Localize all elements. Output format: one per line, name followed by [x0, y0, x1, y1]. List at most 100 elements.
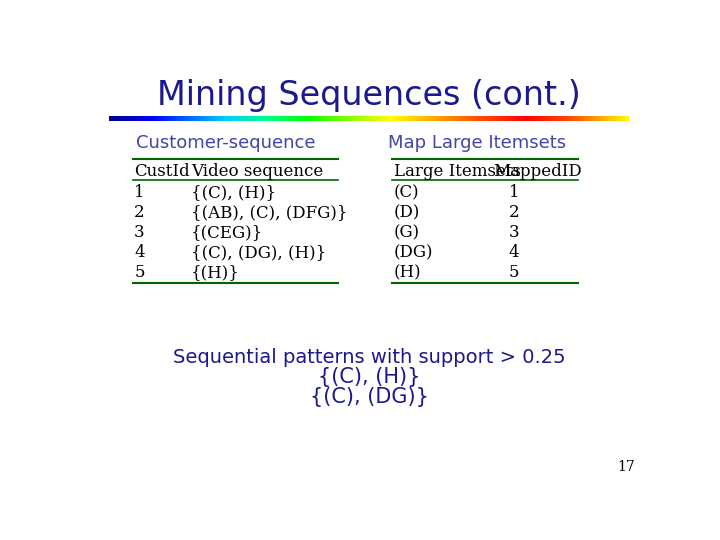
Bar	[323, 117, 325, 121]
Bar	[198, 117, 201, 121]
Bar	[460, 117, 463, 121]
Bar	[276, 117, 279, 121]
Bar	[525, 117, 528, 121]
Text: Large Itemsets: Large Itemsets	[394, 163, 521, 180]
Bar	[421, 117, 424, 121]
Bar	[379, 117, 382, 121]
Bar	[449, 117, 452, 121]
Bar	[582, 117, 585, 121]
Bar	[260, 117, 263, 121]
Bar	[166, 117, 169, 121]
Bar	[148, 117, 151, 121]
Bar	[250, 117, 253, 121]
Bar	[377, 117, 379, 121]
Bar	[252, 117, 255, 121]
Bar	[522, 117, 525, 121]
Bar	[265, 117, 268, 121]
Bar	[286, 117, 289, 121]
Bar	[624, 117, 626, 121]
Bar	[408, 117, 411, 121]
Bar	[372, 117, 374, 121]
Bar	[216, 117, 219, 121]
Bar	[114, 117, 117, 121]
Bar	[205, 117, 208, 121]
Bar	[397, 117, 400, 121]
Text: 1: 1	[508, 184, 519, 201]
Bar	[548, 117, 551, 121]
Bar	[294, 117, 297, 121]
Bar	[457, 117, 460, 121]
Bar	[517, 117, 520, 121]
Bar	[297, 117, 300, 121]
Text: 4: 4	[134, 244, 145, 261]
Bar	[580, 117, 582, 121]
Bar	[567, 117, 570, 121]
Bar	[299, 117, 302, 121]
Bar	[213, 117, 216, 121]
Bar	[478, 117, 481, 121]
Bar	[533, 117, 536, 121]
Bar	[426, 117, 429, 121]
Bar	[192, 117, 195, 121]
Bar	[598, 117, 600, 121]
Bar	[289, 117, 292, 121]
Bar	[585, 117, 588, 121]
Bar	[613, 117, 616, 121]
Bar	[354, 117, 356, 121]
Bar	[325, 117, 328, 121]
Bar	[270, 117, 274, 121]
Bar	[418, 117, 421, 121]
Bar	[158, 117, 162, 121]
Bar	[284, 117, 287, 121]
Text: 1: 1	[134, 184, 145, 201]
Bar	[540, 117, 544, 121]
Text: (D): (D)	[394, 204, 420, 221]
Bar	[512, 117, 515, 121]
Bar	[423, 117, 426, 121]
Bar	[520, 117, 523, 121]
Bar	[468, 117, 471, 121]
Text: (G): (G)	[394, 224, 420, 241]
Bar	[135, 117, 138, 121]
Bar	[145, 117, 149, 121]
Bar	[187, 117, 190, 121]
Bar	[320, 117, 323, 121]
Bar	[255, 117, 258, 121]
Bar	[226, 117, 229, 121]
Bar	[127, 117, 130, 121]
Text: 3: 3	[508, 224, 519, 241]
Text: {(C), (DG), (H)}: {(C), (DG), (H)}	[191, 244, 326, 261]
Bar	[237, 117, 240, 121]
Bar	[341, 117, 343, 121]
Bar	[281, 117, 284, 121]
Bar	[151, 117, 154, 121]
Bar	[462, 117, 465, 121]
Bar	[509, 117, 512, 121]
Bar	[606, 117, 608, 121]
Bar	[384, 117, 387, 121]
Bar	[616, 117, 618, 121]
Bar	[491, 117, 494, 121]
Bar	[200, 117, 203, 121]
Bar	[436, 117, 439, 121]
Bar	[593, 117, 595, 121]
Bar	[315, 117, 318, 121]
Bar	[268, 117, 271, 121]
Text: {(AB), (C), (DFG)}: {(AB), (C), (DFG)}	[191, 204, 347, 221]
Bar	[140, 117, 143, 121]
Bar	[410, 117, 413, 121]
Bar	[343, 117, 346, 121]
Bar	[224, 117, 227, 121]
Bar	[387, 117, 390, 121]
Text: 17: 17	[617, 460, 635, 474]
Bar	[556, 117, 559, 121]
Bar	[338, 117, 341, 121]
Bar	[369, 117, 372, 121]
Text: MappedID: MappedID	[493, 163, 582, 180]
Bar	[470, 117, 473, 121]
Text: (C): (C)	[394, 184, 420, 201]
Bar	[569, 117, 572, 121]
Bar	[364, 117, 366, 121]
Bar	[574, 117, 577, 121]
Bar	[195, 117, 198, 121]
